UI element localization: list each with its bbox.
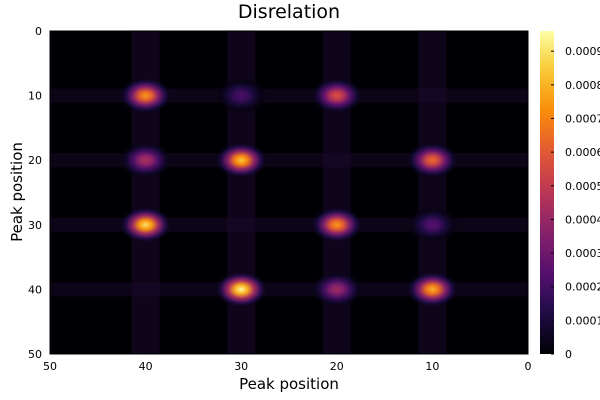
colorbar-tick-label: 0.0008 — [565, 79, 600, 92]
x-tick-label: 10 — [425, 360, 439, 373]
x-tick-label: 30 — [234, 360, 248, 373]
heatmap-peak — [215, 271, 268, 308]
y-axis: 0 10 20 30 40 50 — [28, 25, 54, 361]
heatmap-peak — [310, 271, 363, 308]
heatmap-peak — [119, 77, 172, 114]
colorbar-tick-label: 0.0005 — [565, 180, 600, 193]
heatmap-peak — [406, 271, 459, 308]
plot-background — [50, 31, 528, 354]
y-tick-label: 30 — [28, 219, 42, 232]
y-tick-label: 40 — [28, 283, 42, 296]
colorbar-tick-label: 0.0009 — [565, 45, 600, 58]
y-axis-title: Peak position — [8, 142, 26, 242]
plot-frame — [49, 30, 529, 355]
x-tick-label: 20 — [330, 360, 344, 373]
colorbar-tick-label: 0.0003 — [565, 247, 600, 260]
colorbar-tick-label: 0.0006 — [565, 146, 600, 159]
heatmap-peak — [119, 206, 172, 243]
heatmap-peak — [406, 142, 459, 179]
y-tick-label: 50 — [28, 348, 42, 361]
y-tick-label: 20 — [28, 154, 42, 167]
heatmap-peak — [215, 77, 268, 114]
y-tick-label: 10 — [28, 90, 42, 103]
heatmap-peak — [310, 206, 363, 243]
heatmap-peak — [119, 142, 172, 179]
colorbar-tick-label: 0.0004 — [565, 213, 600, 226]
colorbar — [540, 31, 554, 354]
chart-title: Disrelation — [238, 1, 340, 23]
x-tick-label: 0 — [525, 360, 532, 373]
colorbar-tick-label: 0.0007 — [565, 112, 600, 125]
y-tick-label: 0 — [35, 25, 42, 38]
heatmap-peak — [310, 77, 363, 114]
heatmap-peak — [215, 142, 268, 179]
colorbar-tick-label: 0.0002 — [565, 281, 600, 294]
heatmap-peak — [406, 206, 459, 243]
plot-area — [50, 31, 528, 354]
colorbar-tick-label: 0 — [565, 348, 572, 361]
colorbar-tick-label: 0.0001 — [565, 314, 600, 327]
x-tick-label: 50 — [43, 360, 57, 373]
colorbar-axis: 0 0.0001 0.0002 0.0003 0.0004 0.0005 0.0006 0.0… — [551, 45, 600, 361]
x-axis-title: Peak position — [239, 375, 339, 393]
x-tick-label: 40 — [139, 360, 153, 373]
